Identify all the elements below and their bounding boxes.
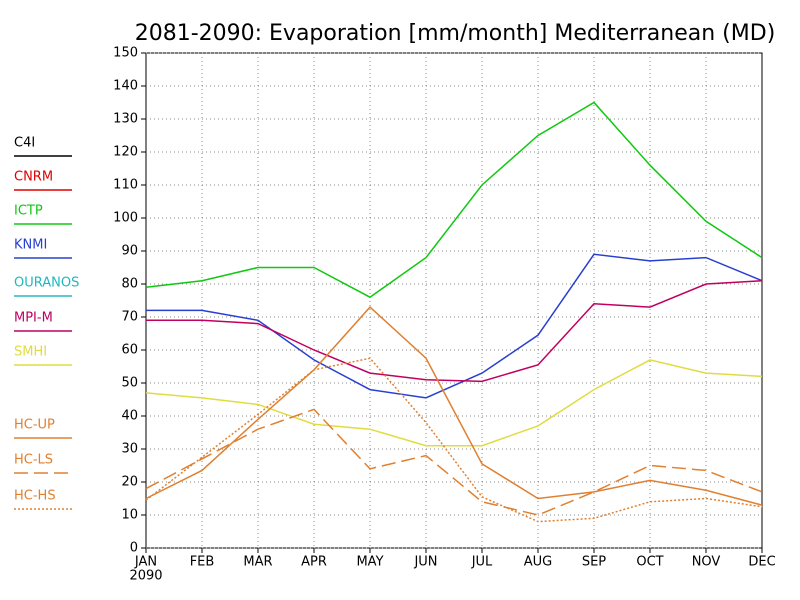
chart-title: 2081-2090: Evaporation [mm/month] Medite…	[135, 21, 776, 46]
series-line	[145, 306, 763, 506]
x-tick-label: MAY	[356, 555, 383, 570]
x-tick-label: AUG	[524, 555, 552, 570]
y-tick-label: 60	[121, 343, 138, 358]
legend-label: HC-UP	[14, 418, 55, 433]
series-line	[145, 408, 763, 516]
x-tick-label: NOV	[692, 555, 721, 570]
legend-label: C4I	[14, 136, 35, 151]
legend-label: HC-LS	[14, 453, 53, 468]
x-tick-label: JAN	[134, 555, 157, 570]
legend-label: MPI-M	[14, 311, 53, 326]
legend-label: SMHI	[14, 345, 47, 360]
y-tick-label: 0	[130, 541, 138, 556]
y-tick-label: 80	[121, 277, 138, 292]
y-tick-label: 120	[113, 145, 138, 160]
legend-label: KNMI	[14, 238, 47, 253]
y-tick-label: 50	[121, 376, 138, 391]
legend-label: ICTP	[14, 204, 43, 219]
y-tick-label: 100	[113, 211, 138, 226]
x-year-label: 2090	[129, 569, 162, 584]
y-tick-label: 10	[121, 508, 138, 523]
series-line	[146, 253, 763, 399]
y-tick-label: 40	[121, 409, 138, 424]
x-tick-label: SEP	[582, 555, 606, 570]
x-tick-label: FEB	[190, 555, 215, 570]
y-tick-label: 140	[113, 79, 138, 94]
y-tick-label: 90	[121, 244, 138, 259]
legend-label: CNRM	[14, 170, 53, 185]
series-line	[145, 357, 763, 523]
y-tick-label: 70	[121, 310, 138, 325]
y-tick-label: 130	[113, 112, 138, 127]
y-tick-label: 150	[113, 46, 138, 61]
y-tick-label: 110	[113, 178, 138, 193]
series-line	[145, 359, 763, 447]
plot-frame	[145, 52, 763, 549]
x-tick-label: DEC	[748, 555, 775, 570]
y-tick-label: 20	[121, 475, 138, 490]
x-tick-label: OCT	[636, 555, 663, 570]
x-tick-label: JUL	[471, 555, 493, 570]
x-tick-label: APR	[301, 555, 327, 570]
y-tick-label: 30	[121, 442, 138, 457]
x-tick-label: MAR	[243, 555, 272, 570]
x-tick-label: JUN	[413, 555, 437, 570]
legend-label: HC-HS	[14, 489, 56, 504]
series-line	[145, 101, 763, 299]
legend-label: OURANOS	[14, 276, 79, 291]
series-line	[146, 279, 763, 383]
